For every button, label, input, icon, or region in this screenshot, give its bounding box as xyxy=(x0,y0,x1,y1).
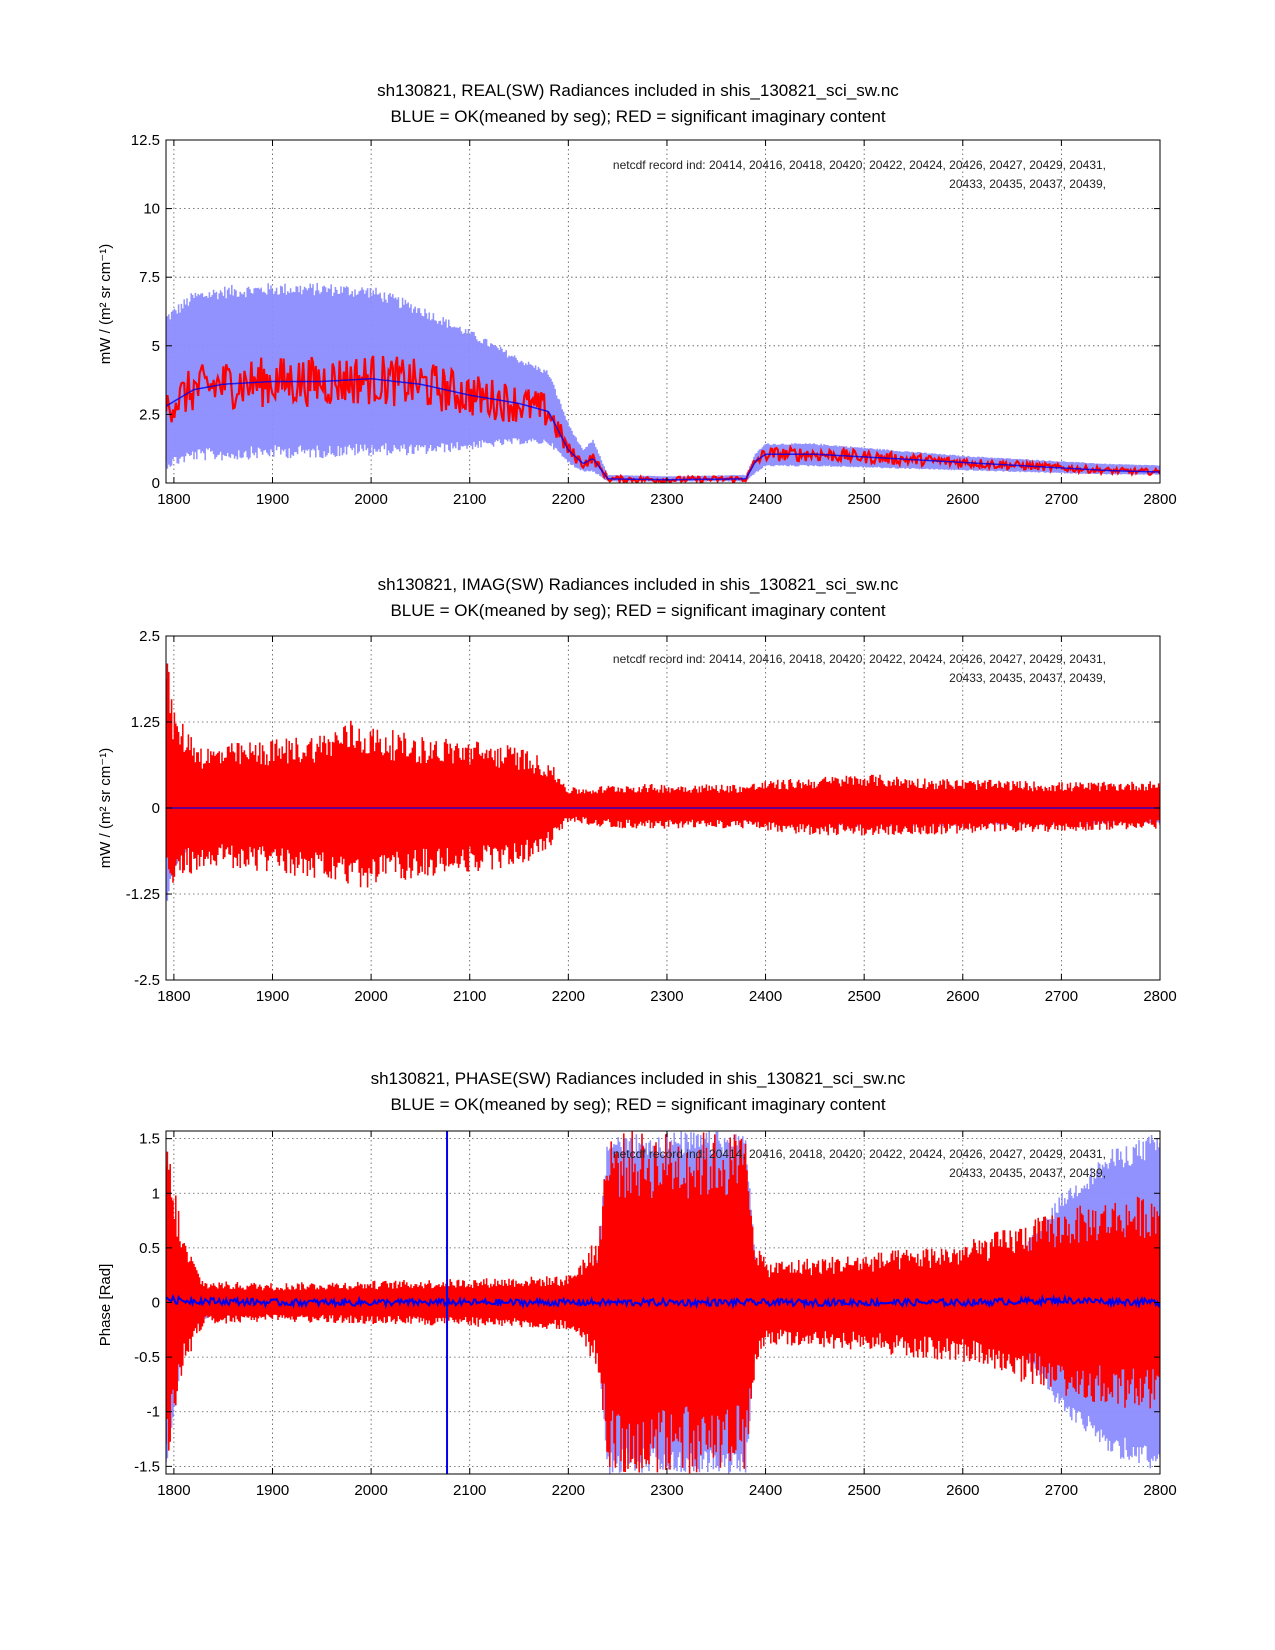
imag-xtick-label: 1900 xyxy=(256,988,289,1005)
imag-xtick-label: 2800 xyxy=(1143,988,1176,1005)
phase-xtick-label: 2000 xyxy=(354,1482,387,1499)
imag-xtick-label: 2200 xyxy=(552,988,585,1005)
panel-phase-record-ind-line2: 20433, 20435, 20437, 20439, xyxy=(949,1166,1106,1180)
phase-ytick-label: -1.5 xyxy=(134,1458,160,1475)
imag-ytick-label: 0 xyxy=(152,800,160,817)
imag-xtick-label: 2700 xyxy=(1045,988,1078,1005)
panel-real-record-ind-line1: netcdf record ind: 20414, 20416, 20418, … xyxy=(613,158,1106,172)
imag-ytick-label: -2.5 xyxy=(134,972,160,989)
panel-phase-title: sh130821, PHASE(SW) Radiances included i… xyxy=(371,1069,906,1088)
phase-ticks: 1800 1900 2000 2100 2200 2300 2400 2500 2600 2700… xyxy=(134,1131,1177,1499)
panel-phase-ylabel: Phase [Rad] xyxy=(97,1264,114,1347)
real-ytick-label: 2.5 xyxy=(139,406,160,423)
real-xtick-label: 2200 xyxy=(552,491,585,508)
phase-ytick-label: 0.5 xyxy=(139,1240,160,1257)
phase-xtick-label: 1900 xyxy=(256,1482,289,1499)
imag-xtick-label: 2000 xyxy=(354,988,387,1005)
panel-real: sh130821, REAL(SW) Radiances included in… xyxy=(97,81,1177,508)
real-ytick-label: 7.5 xyxy=(139,269,160,286)
imag-ytick-label: 1.25 xyxy=(131,714,160,731)
panel-real-title: sh130821, REAL(SW) Radiances included in… xyxy=(377,81,899,100)
real-xtick-label: 2700 xyxy=(1045,491,1078,508)
imag-xtick-label: 2100 xyxy=(453,988,486,1005)
real-xtick-label: 2400 xyxy=(749,491,782,508)
panel-phase-record-ind-line1: netcdf record ind: 20414, 20416, 20418, … xyxy=(613,1147,1106,1161)
imag-xtick-label: 2500 xyxy=(847,988,880,1005)
phase-series-2 xyxy=(166,1293,1160,1310)
real-ticks: 1800 1900 2000 2100 2200 2300 2400 2500 2600 2700… xyxy=(131,132,1177,508)
panel-real-subtitle: BLUE = OK(meaned by seg); RED = signific… xyxy=(390,107,885,126)
phase-data xyxy=(166,1131,1160,1474)
imag-ytick-label: 2.5 xyxy=(139,628,160,645)
real-xtick-label: 2300 xyxy=(650,491,683,508)
phase-ytick-label: -0.5 xyxy=(134,1349,160,1366)
real-ytick-label: 10 xyxy=(143,201,160,218)
phase-ytick-label: 1.5 xyxy=(139,1131,160,1148)
phase-xtick-label: 2300 xyxy=(650,1482,683,1499)
real-xtick-label: 1900 xyxy=(256,491,289,508)
real-xtick-label: 2000 xyxy=(354,491,387,508)
phase-xtick-label: 2500 xyxy=(847,1482,880,1499)
panel-real-record-ind-line2: 20433, 20435, 20437, 20439, xyxy=(949,177,1106,191)
panel-imag-record-ind-line2: 20433, 20435, 20437, 20439, xyxy=(949,671,1106,685)
phase-ytick-label: 0 xyxy=(152,1295,160,1312)
panel-real-plot: 1800 1900 2000 2100 2200 2300 2400 2500 2600 2700… xyxy=(131,132,1177,508)
imag-series-1 xyxy=(166,663,1160,888)
real-xtick-label: 1800 xyxy=(157,491,190,508)
imag-xtick-label: 2600 xyxy=(946,988,979,1005)
panel-phase-subtitle: BLUE = OK(meaned by seg); RED = signific… xyxy=(390,1095,885,1114)
real-xtick-label: 2100 xyxy=(453,491,486,508)
real-ytick-label: 12.5 xyxy=(131,132,160,149)
panel-phase-plot: 1800 1900 2000 2100 2200 2300 2400 2500 2600 2700… xyxy=(134,1130,1177,1499)
real-xtick-label: 2500 xyxy=(847,491,880,508)
real-xtick-label: 2800 xyxy=(1143,491,1176,508)
real-ytick-label: 0 xyxy=(152,475,160,492)
panel-phase: sh130821, PHASE(SW) Radiances included i… xyxy=(97,1069,1177,1499)
phase-xtick-label: 2800 xyxy=(1143,1482,1176,1499)
phase-xtick-label: 2100 xyxy=(453,1482,486,1499)
phase-xtick-label: 2600 xyxy=(946,1482,979,1499)
panel-imag: sh130821, IMAG(SW) Radiances included in… xyxy=(97,575,1177,1005)
real-ok-mean-line xyxy=(166,378,1160,481)
phase-ytick-label: 1 xyxy=(152,1185,160,1202)
real-axes-frame xyxy=(165,139,1161,484)
panel-imag-ylabel: mW / (m² sr cm⁻¹) xyxy=(97,748,114,868)
panel-imag-record-ind-line1: netcdf record ind: 20414, 20416, 20418, … xyxy=(613,652,1106,666)
imag-xtick-label: 2300 xyxy=(650,988,683,1005)
real-xtick-label: 2600 xyxy=(946,491,979,508)
phase-xtick-label: 2400 xyxy=(749,1482,782,1499)
imag-ticks: 1800 1900 2000 2100 2200 2300 2400 2500 2600 2700… xyxy=(126,628,1177,1005)
real-data xyxy=(166,283,1160,483)
phase-xtick-label: 2700 xyxy=(1045,1482,1078,1499)
panel-imag-plot: 1800 1900 2000 2100 2200 2300 2400 2500 2600 2700… xyxy=(126,628,1177,1005)
phase-ytick-label: -1 xyxy=(147,1404,160,1421)
phase-xtick-label: 2200 xyxy=(552,1482,585,1499)
phase-xtick-label: 1800 xyxy=(157,1482,190,1499)
imag-xtick-label: 1800 xyxy=(157,988,190,1005)
panel-real-ylabel: mW / (m² sr cm⁻¹) xyxy=(97,244,114,364)
panel-imag-subtitle: BLUE = OK(meaned by seg); RED = signific… xyxy=(390,601,885,620)
imag-data xyxy=(166,663,1160,901)
panel-imag-title: sh130821, IMAG(SW) Radiances included in… xyxy=(378,575,899,594)
imag-xtick-label: 2400 xyxy=(749,988,782,1005)
imag-ytick-label: -1.25 xyxy=(126,886,160,903)
real-ytick-label: 5 xyxy=(152,338,160,355)
